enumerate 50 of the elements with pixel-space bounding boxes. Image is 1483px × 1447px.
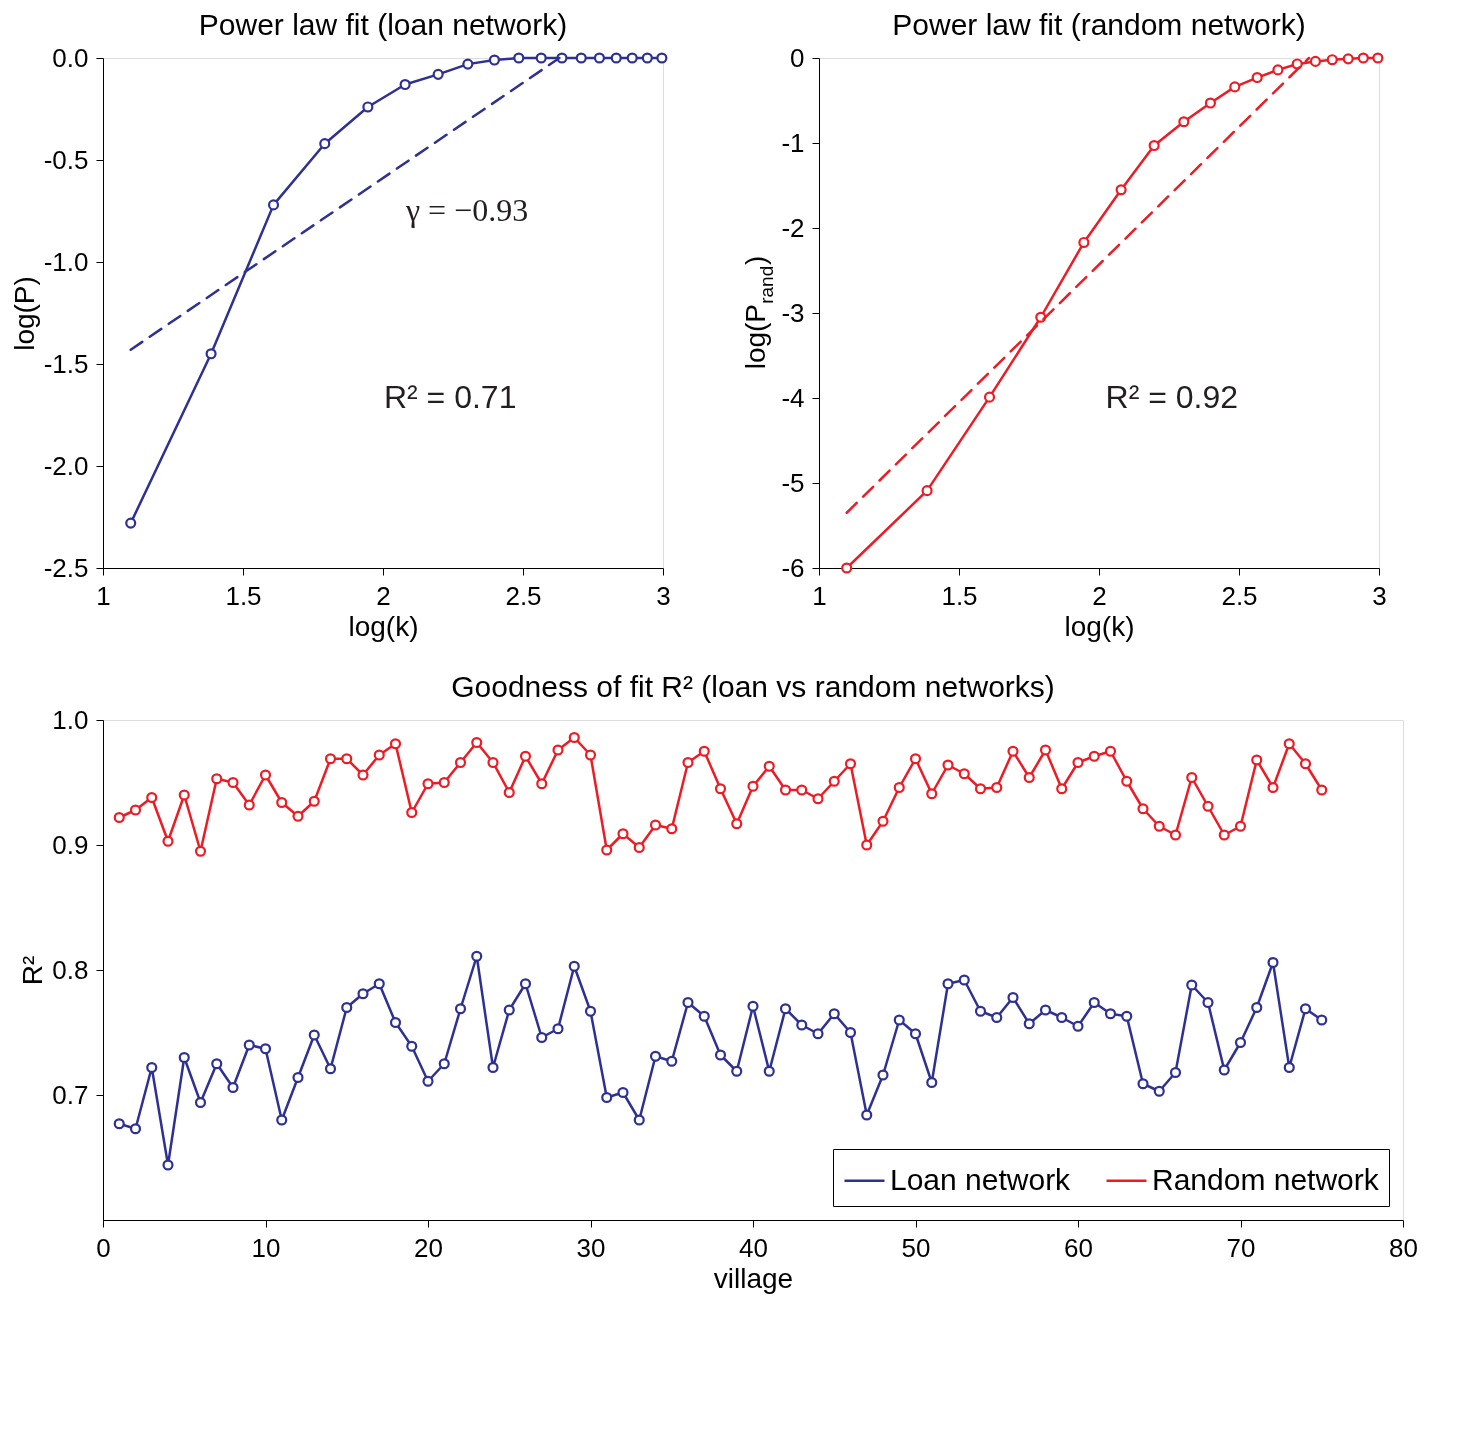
y-tick-label: -2.0 xyxy=(43,450,89,481)
x-tick-label: 1.5 xyxy=(225,580,262,611)
x-tick-label: 50 xyxy=(901,1232,931,1263)
y-tick-label: 0.8 xyxy=(52,954,89,985)
x-tick-label: 40 xyxy=(739,1232,768,1263)
x-tick-label: 2 xyxy=(1092,580,1107,611)
y-axis-title: log(Prand) xyxy=(740,255,777,370)
y-tick-label: 0 xyxy=(790,42,805,73)
y-tick-label: -1 xyxy=(781,127,805,158)
y-tick-label: -5 xyxy=(781,467,805,498)
x-tick-label: 0 xyxy=(96,1232,111,1263)
x-tick-label: 1 xyxy=(96,580,111,611)
legend-label: Random network xyxy=(1152,1162,1380,1196)
y-axis-title: log(P) xyxy=(8,276,40,351)
y-tick-label: -2 xyxy=(781,212,805,243)
x-tick-label: 2 xyxy=(376,580,391,611)
y-tick-label: -1.5 xyxy=(43,348,89,379)
x-axis-title: log(k) xyxy=(1064,610,1135,642)
chart-title: Power law fit (loan network) xyxy=(198,8,568,41)
y-tick-label: 1.0 xyxy=(52,704,89,735)
y-axis-title: R² xyxy=(17,955,49,986)
y-tick-label: 0.7 xyxy=(52,1079,89,1110)
x-tick-label: 2.5 xyxy=(1221,580,1258,611)
x-tick-label: 10 xyxy=(251,1232,281,1263)
x-axis-title: log(k) xyxy=(348,610,419,642)
annotation: R² = 0.71 xyxy=(383,379,517,416)
annotation: γ = −0.93 xyxy=(404,192,529,228)
y-tick-label: -6 xyxy=(781,552,805,583)
x-tick-label: 60 xyxy=(1064,1232,1093,1263)
y-tick-label: 0.9 xyxy=(52,829,89,860)
y-tick-label: -1.0 xyxy=(43,246,89,277)
y-tick-label: -3 xyxy=(781,297,805,328)
x-axis-title: village xyxy=(713,1262,794,1294)
x-tick-label: 20 xyxy=(414,1232,443,1263)
y-tick-label: -2.5 xyxy=(43,552,89,583)
x-tick-label: 2.5 xyxy=(505,580,542,611)
x-tick-label: 1 xyxy=(812,580,827,611)
x-tick-label: 3 xyxy=(1372,580,1387,611)
x-tick-label: 30 xyxy=(576,1232,606,1263)
x-tick-label: 70 xyxy=(1226,1232,1256,1263)
y-tick-label: -4 xyxy=(781,382,805,413)
annotation: R² = 0.92 xyxy=(1105,379,1239,416)
legend-label: Loan network xyxy=(890,1162,1072,1196)
x-tick-label: 1.5 xyxy=(941,580,978,611)
x-tick-label: 3 xyxy=(656,580,671,611)
x-tick-label: 80 xyxy=(1389,1232,1418,1263)
y-tick-label: -0.5 xyxy=(43,144,89,175)
y-tick-label: 0.0 xyxy=(52,42,89,73)
chart-title: Goodness of fit R² (loan vs random networks) xyxy=(451,670,1055,703)
chart-title: Power law fit (random network) xyxy=(892,8,1306,41)
